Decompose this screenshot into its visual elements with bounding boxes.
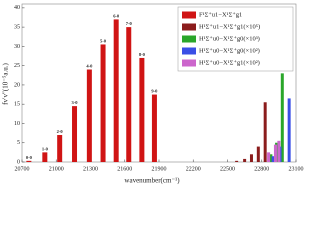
bar <box>100 44 106 163</box>
bar <box>267 152 271 162</box>
bar <box>256 146 260 162</box>
x-tick-label: 22200 <box>186 166 201 172</box>
y-tick-label: 10 <box>14 121 20 127</box>
legend-label: H¹Σ⁺u0−X¹Σ⁺g0(×10³) <box>199 35 260 42</box>
bar <box>287 98 291 162</box>
y-tick-label: 0 <box>17 159 20 165</box>
x-tick-label: 21300 <box>83 166 98 172</box>
x-tick-label: 23100 <box>289 166 304 172</box>
legend-label: H¹Σ⁺u0−X¹Σ⁺g1(×10²) <box>199 59 260 66</box>
chart: wavenumber(cm⁻¹) fv′v″(10⁻⁵a.u.) 0 5 10 15 2… <box>2 3 304 185</box>
legend-label: F¹Σ⁺u1−X¹Σ⁺g1 <box>199 11 242 18</box>
legend-swatch <box>182 47 196 55</box>
y-tick-label: 35 <box>14 24 20 30</box>
y-tick-label: 15 <box>14 102 20 108</box>
y-tick-label: 5 <box>17 140 20 146</box>
y-axis-label: fv′v″(10⁻⁵a.u.) <box>2 62 10 104</box>
bar <box>139 57 145 162</box>
legend-label: H¹Σ⁺u1−X¹Σ⁺g1(×10⁵) <box>199 23 260 30</box>
y-tick-label: 30 <box>14 44 20 50</box>
bar <box>249 154 253 162</box>
bar <box>86 69 92 162</box>
bar <box>72 106 78 162</box>
legend-swatch <box>182 23 196 31</box>
bar-label: 7-0 <box>126 21 133 26</box>
bar <box>280 73 284 162</box>
x-tick-label: 22500 <box>220 166 235 172</box>
legend-box <box>177 6 294 72</box>
legend-swatch <box>182 35 196 43</box>
bar <box>42 152 48 162</box>
bar <box>26 160 32 162</box>
bar-label: 9-0 <box>151 89 158 94</box>
y-tick-label: 20 <box>14 82 20 88</box>
x-axis-label: wavenumber(cm⁻¹) <box>124 177 180 185</box>
bar-label: 2-0 <box>57 129 64 134</box>
bar <box>235 160 239 162</box>
legend-swatch <box>182 59 196 67</box>
bar-label: 1-0 <box>42 146 49 151</box>
bar-label: 5-0 <box>100 38 107 43</box>
y-tick-label: 40 <box>14 5 20 11</box>
x-tick-label: 21600 <box>117 166 132 172</box>
bar <box>126 27 132 163</box>
x-tick-label: 21900 <box>152 166 167 172</box>
bar <box>151 94 157 162</box>
bar <box>113 19 119 162</box>
bar-label: 4-0 <box>86 64 93 69</box>
bar <box>271 156 275 162</box>
x-tick-label: 22800 <box>254 166 269 172</box>
bar-label: 8-0 <box>139 52 146 57</box>
x-tick-label: 21000 <box>49 166 64 172</box>
bar-label: 3-0 <box>72 100 79 105</box>
bar <box>57 135 63 162</box>
bar <box>277 140 281 162</box>
bar <box>273 144 277 162</box>
bar-label: 6-0 <box>113 13 120 18</box>
bar-label: 0-0 <box>26 155 33 160</box>
legend-swatch <box>182 11 196 19</box>
bar <box>243 158 247 162</box>
x-tick-label: 20700 <box>15 166 30 172</box>
bar <box>269 154 273 162</box>
bar <box>263 102 267 162</box>
legend-label: H¹Σ⁺u0−X¹Σ⁺g0(×10²) <box>199 47 260 54</box>
y-tick-label: 25 <box>14 63 20 69</box>
